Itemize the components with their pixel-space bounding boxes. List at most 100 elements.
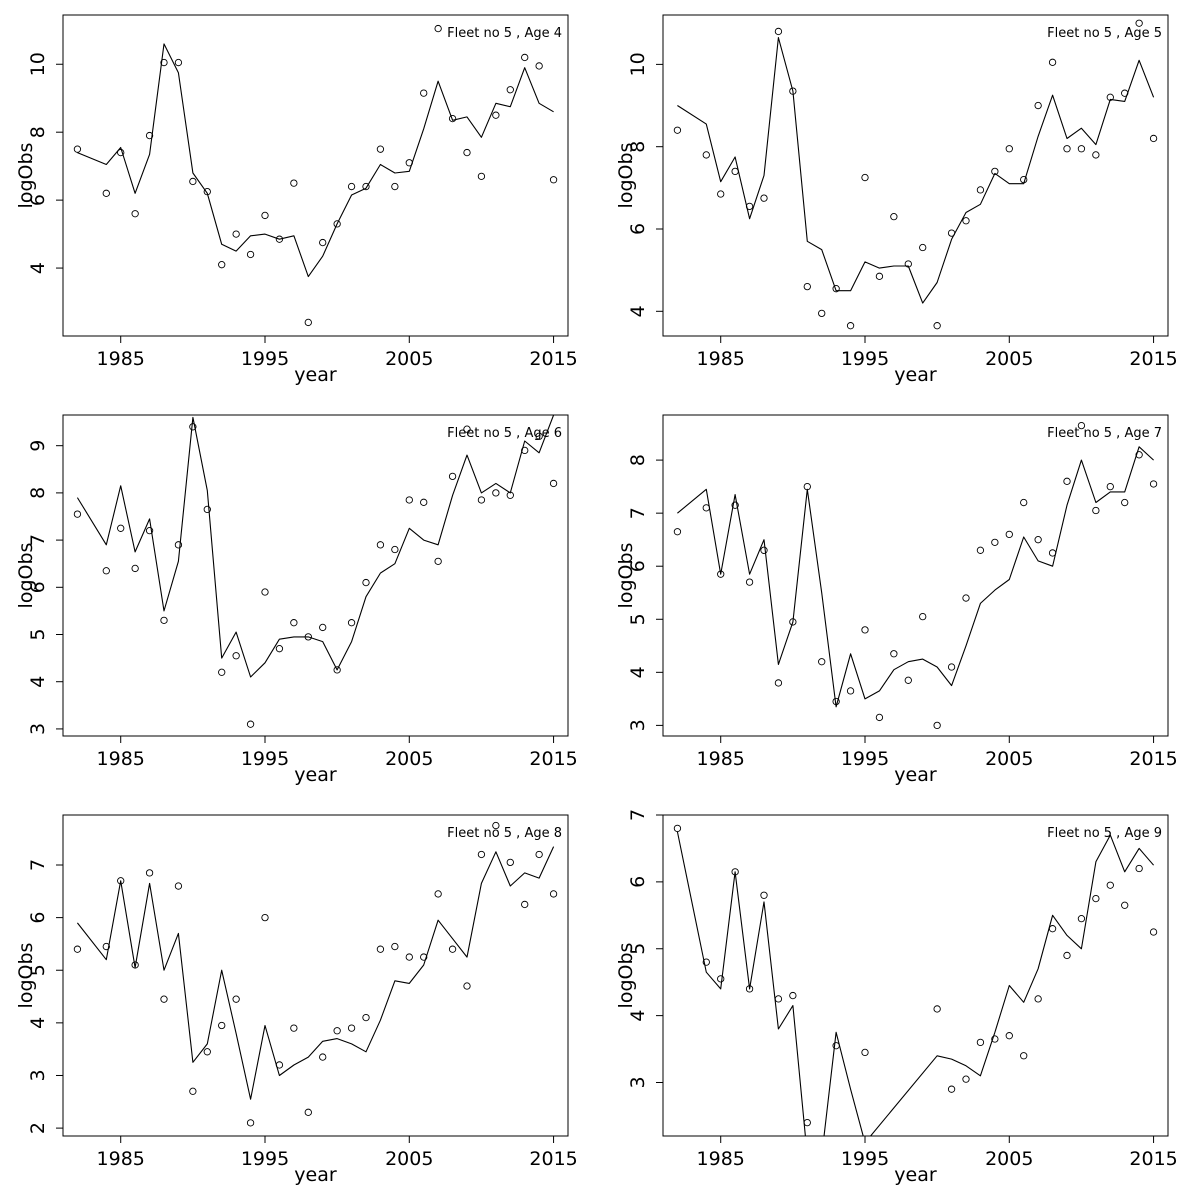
- observed-point: [347, 182, 356, 191]
- observed-point: [117, 524, 125, 532]
- x-axis-title: year: [894, 1164, 937, 1186]
- observed-point: [347, 1024, 356, 1032]
- observed-point: [174, 58, 183, 67]
- panel-title: Fleet no 5 , Age 7: [1047, 426, 1162, 441]
- observed-point: [832, 285, 840, 293]
- observed-point: [189, 423, 197, 431]
- observed-point: [1034, 995, 1042, 1003]
- observed-point: [818, 658, 826, 666]
- observed-point: [760, 891, 768, 899]
- observed-point: [717, 190, 725, 198]
- observed-point: [434, 24, 442, 33]
- observed-point: [362, 578, 370, 587]
- x-tick-label: 1985: [97, 748, 145, 770]
- x-tick-label: 2015: [529, 748, 577, 770]
- x-tick-label: 2005: [385, 748, 433, 770]
- plot-frame: [662, 814, 1169, 1137]
- observed-point: [760, 546, 768, 554]
- observed-point: [102, 189, 110, 197]
- observed-point: [376, 541, 385, 549]
- observed-point: [731, 167, 739, 176]
- chart-panel-age-7: 1985 1995 2005 2015 3 4 5 6 7 8 year logObs Fleet no…: [600, 400, 1200, 800]
- x-tick-label: 2005: [985, 348, 1033, 370]
- observed-point: [1063, 145, 1071, 153]
- observed-point: [362, 1013, 370, 1022]
- observed-point: [832, 1042, 840, 1050]
- observed-point: [1020, 1052, 1028, 1060]
- observed-point: [73, 510, 82, 518]
- observed-point: [117, 877, 125, 885]
- observed-point: [521, 53, 529, 62]
- y-tick-label: 4: [627, 1010, 649, 1022]
- observed-point: [246, 1119, 255, 1127]
- observed-point: [1149, 480, 1158, 488]
- y-tick-label: 7: [627, 809, 649, 821]
- y-tick-label: 3: [627, 1076, 649, 1088]
- observed-point: [362, 182, 370, 191]
- observed-point: [521, 446, 529, 455]
- observed-point: [275, 645, 284, 653]
- observed-point: [145, 527, 154, 535]
- observed-point: [463, 148, 471, 157]
- y-tick-label: 7: [27, 859, 49, 871]
- y-tick-label: 4: [627, 305, 649, 317]
- observed-point: [420, 89, 428, 97]
- observed-point: [991, 1035, 999, 1043]
- observed-point: [535, 850, 543, 859]
- observed-point: [875, 272, 884, 280]
- observed-point: [391, 942, 399, 951]
- observed-point: [333, 1027, 341, 1035]
- observed-point: [420, 498, 428, 506]
- plot-frame: [62, 14, 569, 337]
- observed-point: [1034, 536, 1042, 544]
- observed-point: [506, 491, 514, 499]
- fitted-line: [77, 43, 554, 278]
- x-tick-label: 2015: [529, 348, 577, 370]
- y-tick-label: 10: [27, 52, 49, 76]
- x-tick-label: 1995: [841, 1148, 889, 1170]
- y-tick-label: 5: [627, 613, 649, 625]
- chart-panel-age-5: 1985 1995 2005 2015 4 6 8 10 year logObs Fleet no …: [600, 0, 1200, 400]
- x-tick-label: 1995: [841, 348, 889, 370]
- x-tick-label: 1985: [97, 1148, 145, 1170]
- observed-point: [890, 213, 898, 221]
- observed-point: [131, 210, 139, 218]
- observed-point: [673, 126, 682, 134]
- observed-point: [477, 850, 486, 859]
- observed-point: [131, 961, 139, 969]
- fitted-line: [677, 446, 1154, 708]
- observed-point: [1121, 901, 1129, 909]
- observed-point: [319, 238, 327, 247]
- observed-point: [521, 900, 529, 909]
- y-axis-title: logObs: [615, 543, 637, 609]
- observed-point: [448, 114, 457, 123]
- observed-point: [774, 27, 783, 36]
- observed-point: [376, 145, 385, 153]
- observed-point: [1149, 134, 1158, 143]
- observed-point: [1005, 1032, 1013, 1040]
- observed-point: [904, 260, 912, 268]
- observed-point: [962, 1075, 970, 1083]
- plot-data: [673, 421, 1158, 730]
- observed-point: [434, 890, 442, 898]
- y-axis-title: logObs: [15, 943, 37, 1009]
- observed-point: [304, 1108, 312, 1116]
- x-axis-title: year: [894, 364, 937, 386]
- observed-point: [174, 882, 183, 890]
- observed-point: [1121, 89, 1129, 97]
- y-tick-label: 4: [27, 1017, 49, 1029]
- y-axis-title: logObs: [15, 143, 37, 209]
- x-tick-label: 1985: [97, 348, 145, 370]
- observed-point: [1063, 951, 1071, 960]
- y-tick-label: 4: [27, 676, 49, 688]
- observed-point: [875, 713, 884, 722]
- plot-data: [73, 821, 558, 1127]
- observed-point: [448, 945, 457, 953]
- panel-title: Fleet no 5 , Age 5: [1047, 26, 1162, 41]
- observed-point: [1063, 477, 1071, 485]
- observed-point: [1005, 530, 1013, 539]
- chart-svg-age-6: 1985 1995 2005 2015 3 4 5 6 7 8 9 year logObs Fleet n…: [15, 414, 578, 786]
- observed-point: [434, 557, 442, 565]
- observed-point: [117, 148, 125, 157]
- observed-point: [789, 87, 797, 95]
